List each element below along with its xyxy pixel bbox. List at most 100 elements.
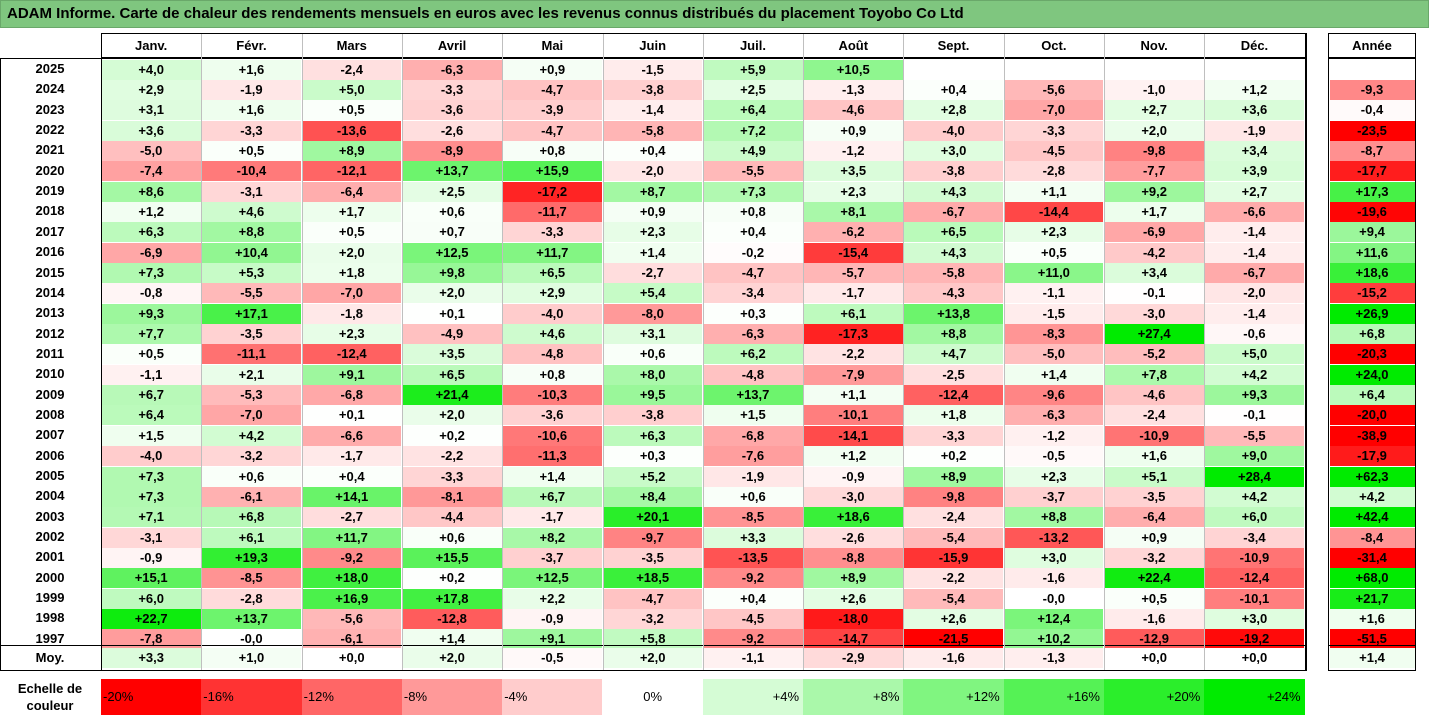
heatmap-cell: +13,7 [201,608,302,629]
heatmap-cell: +1,6 [1104,446,1204,467]
heatmap-cell: +9,1 [502,629,602,650]
heatmap-cell: +10,2 [1004,629,1104,650]
heatmap-cell: +15,5 [402,547,502,568]
heatmap-cell: -4,7 [603,588,703,609]
heatmap-cell: -13,2 [1004,527,1104,548]
heatmap-cell: -1,7 [302,446,402,467]
heatmap-cell: +2,3 [1004,466,1104,487]
heatmap-cell: -2,2 [903,568,1004,589]
heatmap-cell: +7,1 [101,507,201,528]
heatmap-cell: -1,6 [1104,608,1204,629]
heatmap-cell: +6,5 [402,364,502,385]
heatmap-cell: +0,8 [502,364,602,385]
column-header: Mai [541,38,564,53]
heatmap-cell: -3,6 [502,405,602,426]
heatmap-cell: +18,5 [603,568,703,589]
year-total-cell: +17,3 [1329,181,1415,202]
heatmap-cell: +18,6 [803,507,903,528]
heatmap-cell [1204,59,1305,80]
heatmap-cell: -6,6 [302,425,402,446]
heatmap-cell: +6,4 [101,405,201,426]
heatmap-cell: +7,3 [101,263,201,283]
average-cell: +2,0 [603,648,703,668]
heatmap-cell: -5,4 [903,588,1004,609]
heatmap-cell: -8,0 [603,303,703,324]
heatmap-cell: +0,5 [302,222,402,243]
heatmap-cell: +12,5 [402,242,502,263]
heatmap-cell: -11,3 [502,446,602,467]
heatmap-cell: -2,2 [803,344,903,365]
year-total-cell: +1,6 [1329,608,1415,629]
heatmap-cell: -2,6 [803,527,903,548]
heatmap-cell: +20,1 [603,507,703,528]
heatmap-cell: +1,7 [1104,201,1204,222]
column-divider [101,34,102,670]
heatmap-cell: +9,5 [603,385,703,406]
column-header: Oct. [1041,38,1067,53]
heatmap-cell: +7,2 [703,120,803,141]
heatmap-cell: -12,8 [402,608,502,629]
heatmap-cell: +0,3 [703,303,803,324]
heatmap-cell: -17,2 [502,181,602,202]
heatmap-cell: -5,8 [903,263,1004,283]
heatmap-cell: +8,2 [502,527,602,548]
heatmap-cell [1104,59,1204,80]
heatmap-cell: -14,1 [803,425,903,446]
heatmap-cell: +8,9 [302,140,402,161]
column-divider [1204,34,1206,670]
heatmap-cell: -2,4 [302,59,402,80]
heatmap-cell: -12,4 [903,385,1004,406]
heatmap-cell: +0,1 [302,405,402,426]
heatmap-cell: -7,9 [803,364,903,385]
legend-step: -8% [401,679,503,715]
heatmap-cell: -6,3 [1004,405,1104,426]
heatmap-cell: -3,3 [402,466,502,487]
heatmap-cell: -1,9 [201,79,302,100]
year-total-cell: -8,7 [1329,140,1415,161]
year-total-cell: +6,4 [1329,385,1415,406]
heatmap-cell: -6,9 [1104,222,1204,243]
heatmap-cell: -0,9 [502,608,602,629]
heatmap-cell: -9,2 [302,547,402,568]
heatmap-cell: -3,8 [603,405,703,426]
heatmap-cell: +12,5 [502,568,602,589]
heatmap-cell: -6,4 [302,181,402,202]
heatmap-cell: -2,4 [1104,405,1204,426]
legend-step: +24% [1204,679,1305,715]
year-total-cell: +6,8 [1329,324,1415,345]
year-total-cell: -15,2 [1329,283,1415,304]
heatmap-cell: +22,4 [1104,568,1204,589]
column-divider [702,34,704,670]
column-divider [903,34,905,670]
heatmap-cell: -1,7 [502,507,602,528]
heatmap-cell: -4,9 [402,324,502,345]
heatmap-cell: +2,9 [101,79,201,100]
heatmap-cell: -10,9 [1104,425,1204,446]
row-year-label: 2019 [35,183,65,199]
heatmap-cell: -3,8 [603,79,703,100]
column-divider [201,34,203,670]
row-year-label: 2013 [35,305,65,321]
legend-step: +20% [1104,679,1205,715]
heatmap-cell: +4,2 [201,425,302,446]
heatmap-cell: -4,0 [101,446,201,467]
heatmap-cell: -4,2 [1104,242,1204,263]
heatmap-cell: +3,5 [402,344,502,365]
heatmap-cell: +13,7 [402,161,502,182]
year-total-cell: -0,4 [1329,100,1415,121]
heatmap-cell: +9,8 [402,263,502,283]
heatmap-cell: -6,1 [201,486,302,507]
heatmap-cell: +6,5 [502,263,602,283]
heatmap-cell: -7,0 [302,283,402,304]
heatmap-cell: -1,2 [1004,425,1104,446]
heatmap-cell: -14,7 [803,629,903,650]
heatmap-cell: -4,0 [502,303,602,324]
year-total-cell: +11,6 [1329,242,1415,263]
heatmap-cell: +17,1 [201,303,302,324]
heatmap-cell: +3,4 [1104,263,1204,283]
heatmap-cell: -3,3 [903,425,1004,446]
heatmap-cell: -2,7 [302,507,402,528]
heatmap-cell: -1,4 [1204,303,1305,324]
heatmap-cell: -5,0 [101,140,201,161]
heatmap-cell: -3,4 [1204,527,1305,548]
